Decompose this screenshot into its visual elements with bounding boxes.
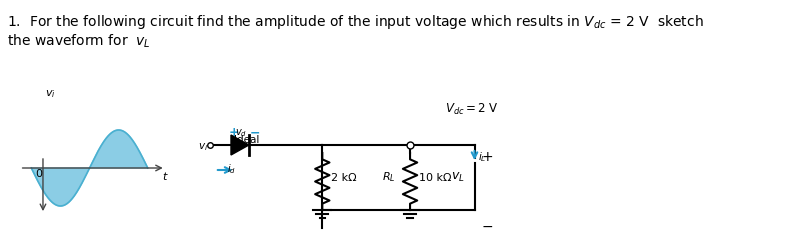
Text: the waveform for  $v_L$: the waveform for $v_L$ [7, 33, 151, 50]
Text: $v_L$: $v_L$ [451, 171, 465, 184]
Text: 0: 0 [35, 169, 42, 179]
Text: −: − [250, 126, 260, 139]
Text: $v_i$: $v_i$ [198, 141, 208, 153]
Text: $v_d$: $v_d$ [236, 127, 248, 139]
Text: $i_d$: $i_d$ [226, 162, 236, 176]
Polygon shape [231, 135, 249, 155]
Text: −: − [482, 220, 493, 234]
Text: +: + [229, 126, 239, 139]
Text: 2 kΩ: 2 kΩ [332, 173, 357, 183]
Text: Ideal: Ideal [233, 135, 259, 145]
Text: t: t [162, 172, 166, 182]
Text: $R_L$: $R_L$ [382, 171, 396, 185]
Text: $v_i$: $v_i$ [45, 88, 55, 100]
Text: $V_{dc} = 2\ \mathrm{V}$: $V_{dc} = 2\ \mathrm{V}$ [445, 102, 499, 117]
Text: 1.  For the following circuit find the amplitude of the input voltage which resu: 1. For the following circuit find the am… [7, 13, 704, 31]
Text: $i_L$: $i_L$ [478, 150, 487, 164]
Text: +: + [482, 150, 493, 164]
Text: 10 kΩ: 10 kΩ [419, 173, 451, 183]
